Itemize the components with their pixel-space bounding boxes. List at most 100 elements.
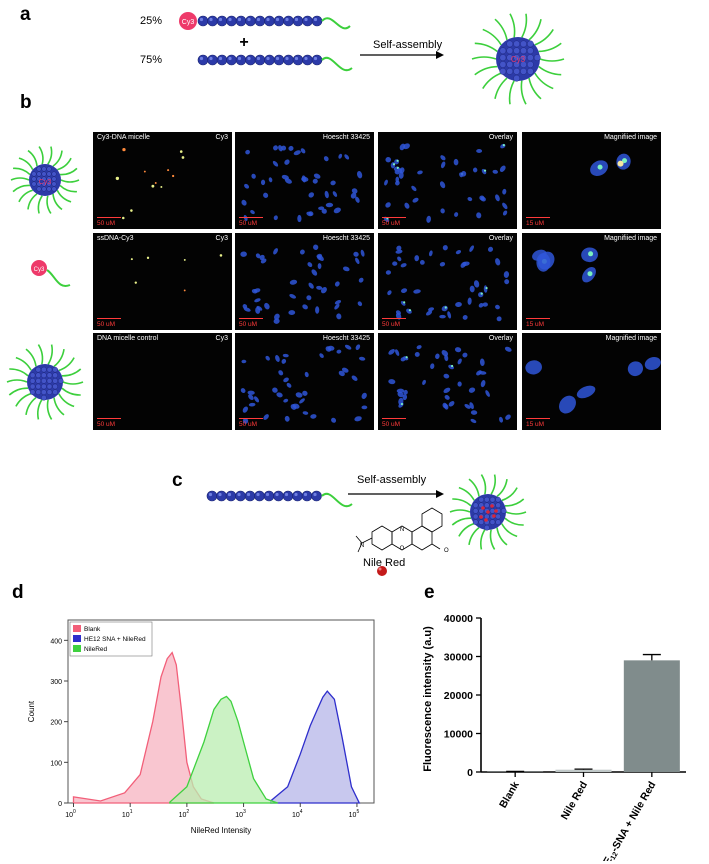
tile-channel-label: Overlay [488, 235, 513, 242]
scale-bar-label: 15 uM [526, 421, 545, 428]
legend-entry: HE12 SNA + NileRed [84, 636, 146, 643]
y-tick-label: 300 [50, 679, 62, 686]
dna-micelle-icon [6, 344, 84, 420]
histogram-legend: Blank HE12 SNA + NileRed NileRed [69, 621, 153, 657]
cy3-dye-icon: Cy3 [179, 12, 197, 30]
tile-channel-label: Cy3 [215, 134, 228, 141]
cy3-percent-label: 25% [140, 15, 163, 27]
bar-3 [623, 660, 680, 772]
microscopy-tile-r2-c3: Overlay 50 uM [378, 233, 517, 330]
y-tick-label: 0 [58, 801, 62, 808]
dna-chain-icon [206, 490, 322, 502]
cy3-tag-text: Cy3 [182, 19, 195, 26]
scale-bar-label: 15 uM [526, 321, 545, 328]
microscopy-tile-r1-c1: Cy3-DNA micelle Cy3 50 uM [93, 132, 232, 229]
scale-bar-label: 50 uM [382, 321, 401, 328]
svg-text:O: O [400, 546, 405, 552]
cy3-micelle-icon [471, 13, 565, 105]
x-tick-label: 100 [65, 809, 76, 819]
nile-red-label: Nile Red [363, 557, 406, 569]
fluorescence-bar-chart: 0 10000 20000 30000 40000 Fluorescence intens… [422, 613, 686, 862]
scale-bar-label: 15 uM [526, 220, 545, 227]
histogram-series-3 [169, 695, 278, 804]
scale-bar [239, 418, 263, 419]
y-tick-label: 200 [50, 720, 62, 727]
svg-text:N: N [400, 527, 404, 533]
tile-channel-label: Magnified image [605, 335, 657, 342]
y-axis-label: Fluorescence intensity (a.u) [422, 626, 434, 772]
x-tick-label: 101 [122, 809, 133, 819]
scale-bar [239, 217, 263, 218]
panel-a-schematic: Cy3 + Cy3 [179, 12, 565, 105]
tile-channel-label: Hoescht 33425 [322, 235, 370, 242]
nile-red-structure-icon [355, 507, 443, 553]
row2-side-tag: Cy3 [34, 267, 45, 273]
ssdna-cy3-icon: Cy3 [31, 260, 71, 287]
tile-sample-label: DNA micelle control [97, 335, 159, 342]
tile-channel-label: Overlay [488, 335, 513, 342]
microscopy-tile-r2-c4: Magnifiied image 15 uM [522, 233, 661, 330]
panel-letter-c: c [172, 470, 183, 491]
scale-bar [526, 418, 550, 419]
scale-bar [97, 418, 121, 419]
scale-bar-label: 50 uM [97, 220, 116, 227]
histogram-series-2 [269, 690, 361, 804]
x-axis-label: NileRed Intensity [191, 826, 251, 835]
scale-bar [526, 217, 550, 218]
tile-channel-label: Magnifiied image [604, 235, 657, 242]
scale-bar [382, 418, 406, 419]
x-tick-label: 103 [235, 809, 246, 819]
scale-bar-label: 50 uM [382, 421, 401, 428]
panel-c-schematic: N O N O [206, 474, 527, 576]
panel-b-side-icons: Cy3 Cy3 [6, 146, 84, 420]
plus-sign: + [239, 34, 248, 51]
plain-percent-label: 75% [140, 54, 163, 66]
x-tick-label: 102 [179, 809, 190, 819]
microscopy-tile-r3-c1: DNA micelle control Cy3 50 uM [93, 333, 232, 430]
category-label: HE12-SNA + Nile Red [597, 780, 659, 862]
legend-swatch [73, 635, 81, 642]
y-tick-label: 400 [50, 638, 62, 645]
tile-channel-label: Cy3 [215, 335, 228, 342]
panel-letter-e: e [424, 582, 435, 603]
tile-channel-label: Cy3 [215, 235, 228, 242]
nile-red-micelle-icon [449, 474, 527, 550]
panel-letter-a: a [20, 4, 31, 25]
x-tick-label: 104 [292, 809, 303, 819]
category-label: Blank [497, 779, 522, 810]
microscopy-tile-r1-c4: Magnifiied image 15 uM [522, 132, 661, 229]
panel-letter-b: b [20, 92, 32, 113]
tile-channel-label: Hoescht 33425 [322, 134, 370, 141]
scale-bar-label: 50 uM [239, 220, 258, 227]
svg-text:O: O [444, 548, 449, 554]
cy3-dna-chain-icon [197, 15, 323, 27]
microscopy-tile-r3-c2: Hoescht 33425 50 uM [235, 333, 374, 430]
panel-c-arrow-label: Self-assembly [357, 474, 427, 486]
svg-text:N: N [360, 543, 364, 549]
y-tick-label: 30000 [444, 652, 473, 664]
y-tick-label: 100 [50, 760, 62, 767]
scale-bar [97, 318, 121, 319]
scale-bar [382, 217, 406, 218]
scale-bar-label: 50 uM [97, 421, 116, 428]
scale-bar-label: 50 uM [382, 220, 401, 227]
dna-chain-icon [197, 54, 323, 66]
y-tick-label: 20000 [444, 690, 473, 702]
scale-bar [97, 217, 121, 218]
microscopy-tile-r3-c3: Overlay 50 uM [378, 333, 517, 430]
y-tick-label: 0 [467, 767, 473, 779]
legend-entry: NileRed [84, 646, 108, 653]
tile-channel-label: Hoescht 33425 [322, 335, 370, 342]
cy3-micelle-icon [10, 146, 80, 214]
microscopy-tile-r3-c4: Magnified image 15 uM [522, 333, 661, 430]
scale-bar-label: 50 uM [239, 421, 258, 428]
legend-entry: Blank [84, 626, 101, 633]
y-axis-label: Count [27, 700, 36, 722]
legend-swatch [73, 645, 81, 652]
category-label: Nile Red [559, 780, 590, 822]
row1-side-tag: Cy3 [39, 179, 52, 186]
scale-bar [382, 318, 406, 319]
panel-a-arrow-label: Self-assembly [373, 39, 443, 51]
tile-channel-label: Magnifiied image [604, 134, 657, 141]
